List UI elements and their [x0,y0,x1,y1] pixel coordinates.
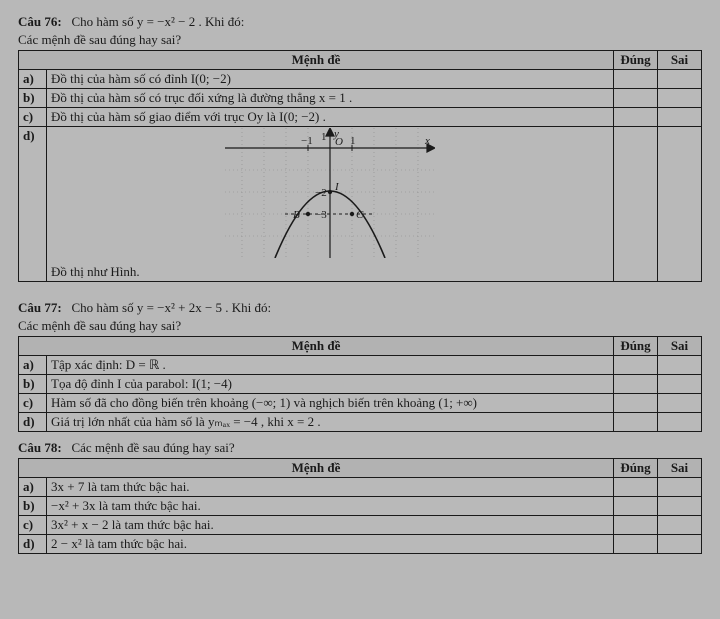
row-key: c) [19,108,47,127]
cell-true[interactable] [614,497,658,516]
row-text: Giá trị lớn nhất của hàm số là yₘₐₓ = −4… [47,413,614,432]
cell-true[interactable] [614,108,658,127]
row-key: d) [19,413,47,432]
table-row: d) [19,127,702,282]
table-row: b) Tọa độ đỉnh I của parabol: I(1; −4) [19,375,702,394]
cell-false[interactable] [658,70,702,89]
q77-table: Mệnh đề Đúng Sai a) Tập xác định: D = ℝ … [18,336,702,432]
cell-true[interactable] [614,89,658,108]
col-statement: Mệnh đề [19,337,614,356]
table-row: a) 3x + 7 là tam thức bậc hai. [19,478,702,497]
q77-head: Câu 77: Cho hàm số y = −x² + 2x − 5 . Kh… [18,300,702,316]
lbl-C: C [356,209,364,221]
table-header-row: Mệnh đề Đúng Sai [19,51,702,70]
row-key: b) [19,89,47,108]
lbl-x: x [424,135,430,147]
lbl-ym2: −2 [315,187,327,199]
cell-false[interactable] [658,394,702,413]
col-false: Sai [658,337,702,356]
lbl-B: B [293,209,300,221]
row-key: a) [19,356,47,375]
lbl-ym3: −3 [315,209,327,221]
q76-table: Mệnh đề Đúng Sai a) Đồ thị của hàm số có… [18,50,702,282]
col-true: Đúng [614,459,658,478]
cell-false[interactable] [658,375,702,394]
row-text: Đồ thị của hàm số có trục đối xứng là đư… [47,89,614,108]
cell-false[interactable] [658,497,702,516]
q76-number: Câu 76: [18,14,62,29]
table-row: d) Giá trị lớn nhất của hàm số là yₘₐₓ =… [19,413,702,432]
q78-head: Câu 78: Các mệnh đề sau đúng hay sai? [18,440,702,456]
table-row: b) Đồ thị của hàm số có trục đối xứng là… [19,89,702,108]
row-text: Đồ thị của hàm số có đỉnh I(0; −2) [47,70,614,89]
row-text: 2 − x² là tam thức bậc hai. [47,535,614,554]
cell-false[interactable] [658,478,702,497]
cell-false[interactable] [658,89,702,108]
row-key: d) [19,127,47,282]
row-key: c) [19,394,47,413]
row-text: Tọa độ đỉnh I của parabol: I(1; −4) [47,375,614,394]
cell-false[interactable] [658,413,702,432]
row-key: a) [19,70,47,89]
row-key: a) [19,478,47,497]
row-key: d) [19,535,47,554]
cell-true[interactable] [614,394,658,413]
cell-true[interactable] [614,413,658,432]
table-row: b) −x² + 3x là tam thức bậc hai. [19,497,702,516]
row-text: Tập xác định: D = ℝ . [47,356,614,375]
q76-prompt: Cho hàm số y = −x² − 2 . Khi đó: [71,14,244,29]
q78-prompt: Các mệnh đề sau đúng hay sai? [71,440,234,455]
table-row: c) 3x² + x − 2 là tam thức bậc hai. [19,516,702,535]
row-key: b) [19,375,47,394]
cell-true[interactable] [614,535,658,554]
cell-true[interactable] [614,375,658,394]
row-graph: O x y −1 1 1 I B C −3 −2 Đồ thị như Hình… [47,127,614,282]
lbl-yp1: 1 [321,131,327,143]
q76-sub: Các mệnh đề sau đúng hay sai? [18,32,702,48]
table-row: a) Tập xác định: D = ℝ . [19,356,702,375]
row-key: c) [19,516,47,535]
table-header-row: Mệnh đề Đúng Sai [19,337,702,356]
graph-wrap: O x y −1 1 1 I B C −3 −2 [225,128,435,258]
table-row: c) Đồ thị của hàm số giao điểm với trục … [19,108,702,127]
row-text: 3x² + x − 2 là tam thức bậc hai. [47,516,614,535]
col-false: Sai [658,459,702,478]
parabola-graph: O x y −1 1 1 I B C −3 −2 [225,128,435,258]
col-true: Đúng [614,51,658,70]
cell-true[interactable] [614,516,658,535]
lbl-xp1: 1 [350,135,356,147]
cell-false[interactable] [658,127,702,282]
col-true: Đúng [614,337,658,356]
q77-number: Câu 77: [18,300,62,315]
col-statement: Mệnh đề [19,51,614,70]
cell-true[interactable] [614,70,658,89]
table-row: d) 2 − x² là tam thức bậc hai. [19,535,702,554]
row-text: Đồ thị của hàm số giao điểm với trục Oy … [47,108,614,127]
q76-head: Câu 76: Cho hàm số y = −x² − 2 . Khi đó: [18,14,702,30]
graph-caption: Đồ thị như Hình. [51,262,609,280]
cell-false[interactable] [658,516,702,535]
table-row: a) Đồ thị của hàm số có đỉnh I(0; −2) [19,70,702,89]
lbl-I: I [334,181,340,193]
lbl-y: y [333,128,339,140]
row-text: 3x + 7 là tam thức bậc hai. [47,478,614,497]
q78-table: Mệnh đề Đúng Sai a) 3x + 7 là tam thức b… [18,458,702,554]
q78-number: Câu 78: [18,440,62,455]
table-header-row: Mệnh đề Đúng Sai [19,459,702,478]
row-key: b) [19,497,47,516]
table-row: c) Hàm số đã cho đồng biến trên khoảng (… [19,394,702,413]
cell-true[interactable] [614,127,658,282]
cell-false[interactable] [658,108,702,127]
col-statement: Mệnh đề [19,459,614,478]
col-false: Sai [658,51,702,70]
cell-false[interactable] [658,356,702,375]
q77-prompt: Cho hàm số y = −x² + 2x − 5 . Khi đó: [71,300,271,315]
cell-true[interactable] [614,478,658,497]
q77-sub: Các mệnh đề sau đúng hay sai? [18,318,702,334]
row-text: −x² + 3x là tam thức bậc hai. [47,497,614,516]
cell-false[interactable] [658,535,702,554]
lbl-xm1: −1 [301,135,313,147]
row-text: Hàm số đã cho đồng biến trên khoảng (−∞;… [47,394,614,413]
cell-true[interactable] [614,356,658,375]
